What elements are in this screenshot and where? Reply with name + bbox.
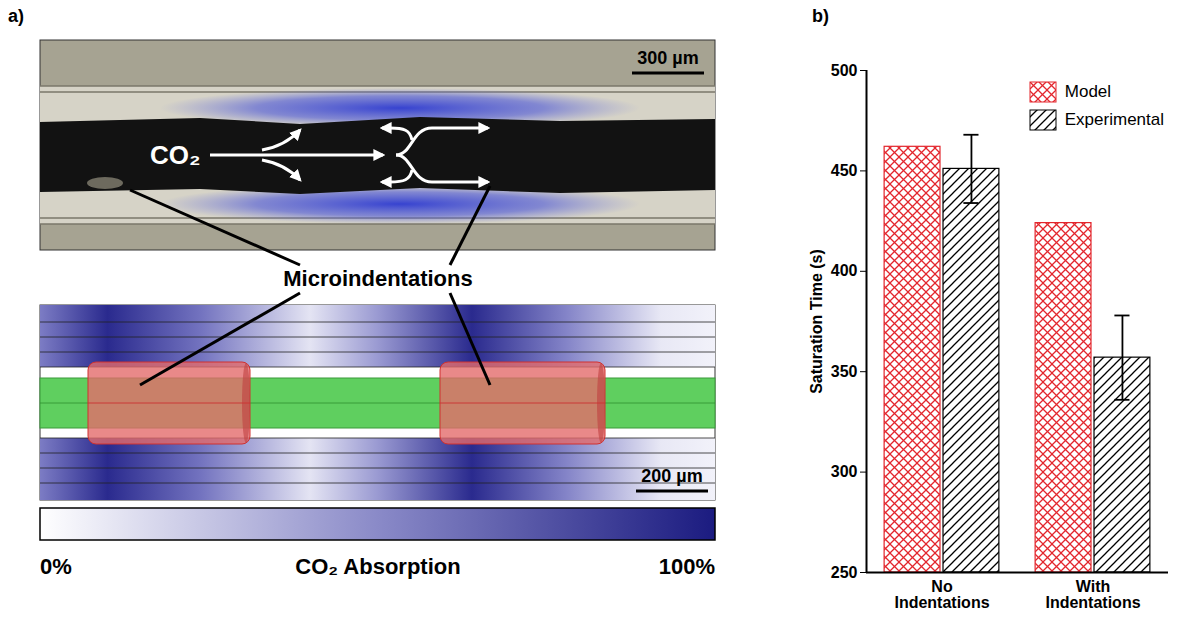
html-text:Experimental: Experimental: [1064, 110, 1164, 129]
svg-text:500: 500: [831, 62, 858, 79]
svg-text:300 µm: 300 µm: [637, 48, 698, 68]
svg-text:100%: 100%: [659, 554, 715, 579]
svg-text:CO₂ Absorption: CO₂ Absorption: [295, 554, 460, 579]
svg-text:200 µm: 200 µm: [641, 466, 702, 486]
svg-text:450: 450: [831, 162, 858, 179]
svg-text:NoIndentations: NoIndentations: [894, 578, 989, 611]
svg-text:Microindentations: Microindentations: [283, 266, 472, 291]
svg-text:WithIndentations: WithIndentations: [1045, 578, 1140, 611]
svg-text:Saturation Time (s): Saturation Time (s): [808, 249, 825, 394]
svg-text:0%: 0%: [40, 554, 72, 579]
svg-text:CO₂: CO₂: [150, 140, 201, 170]
svg-text:350: 350: [831, 363, 858, 380]
svg-text:250: 250: [831, 564, 858, 581]
svg-text:400: 400: [831, 262, 858, 279]
svg-text:a): a): [8, 6, 24, 26]
html-text:Model: Model: [1064, 82, 1112, 101]
html-text:b): b): [812, 6, 829, 26]
svg-text:300: 300: [831, 463, 858, 480]
